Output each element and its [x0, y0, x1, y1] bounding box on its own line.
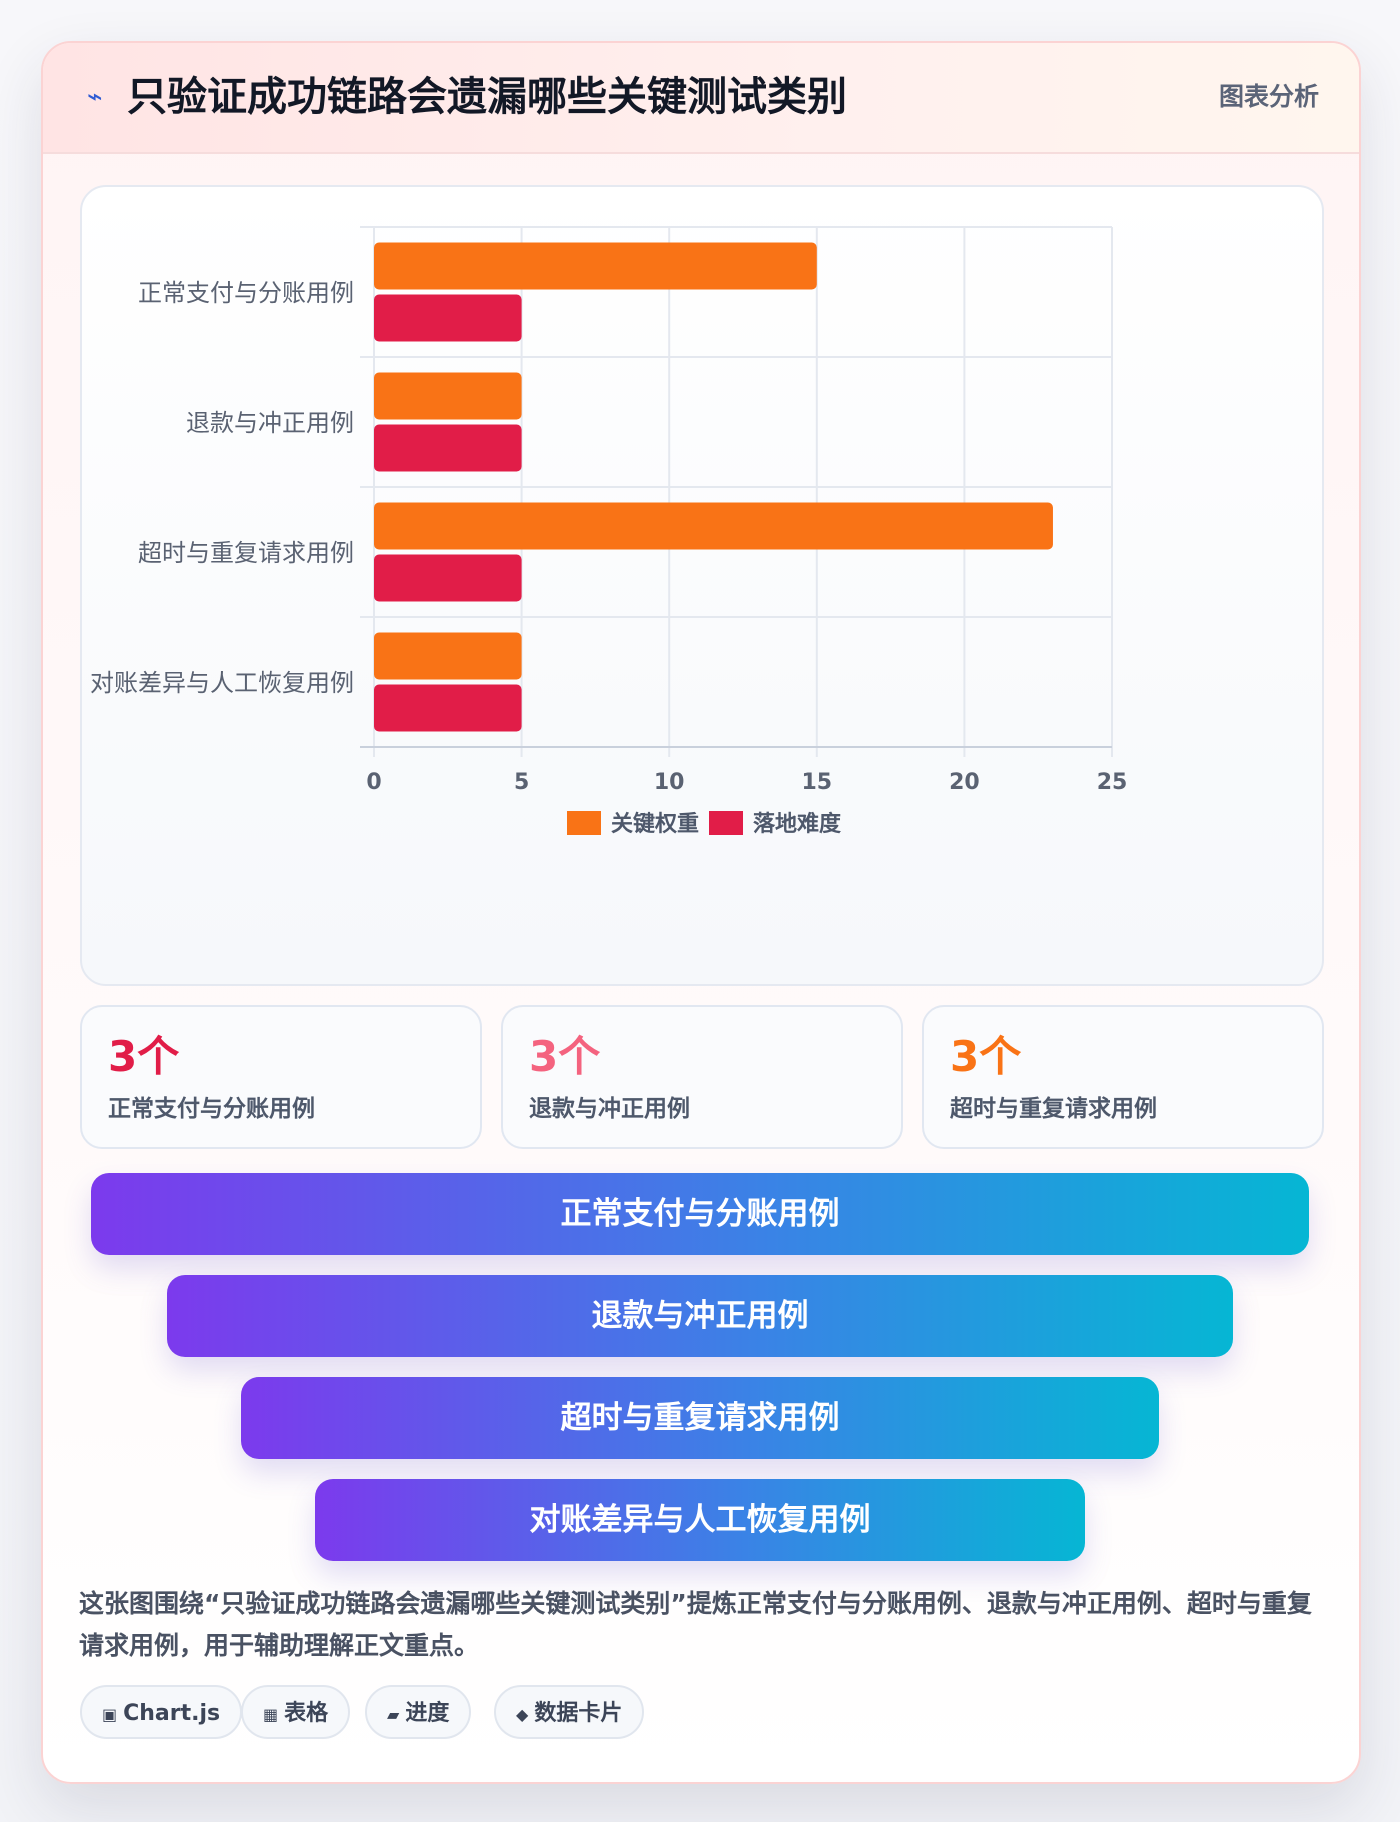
page-title: 只验证成功链路会遗漏哪些关键测试类别: [127, 74, 847, 120]
category-label: 退款与冲正用例: [186, 409, 354, 437]
tag-label: 数据卡片: [534, 1701, 623, 1726]
legend-label: 关键权重: [611, 811, 699, 837]
legend-label: 落地难度: [753, 811, 842, 837]
stat-value: 3个: [529, 1032, 601, 1081]
x-tick-label: 25: [1097, 770, 1128, 795]
table-icon: ▦: [263, 1705, 279, 1724]
stat-value: 3个: [950, 1032, 1022, 1081]
stat-label: 超时与重复请求用例: [950, 1096, 1157, 1122]
x-tick-label: 20: [949, 770, 980, 795]
tag-label: 进度: [405, 1701, 450, 1726]
chip-icon: ▣: [102, 1705, 118, 1724]
diamond-icon: ◆: [516, 1705, 529, 1724]
progress-icon: ▰: [387, 1705, 400, 1724]
bar-weight: [374, 372, 522, 420]
bar-difficulty: [374, 684, 522, 732]
tag-label: 表格: [284, 1701, 329, 1726]
tag-label: Chart.js: [123, 1701, 221, 1726]
bar-difficulty: [374, 294, 522, 342]
chart-card: ⌁ 只验证成功链路会遗漏哪些关键测试类别 图表分析 正常支付与分账用例 退款与冲正…: [41, 41, 1361, 1784]
x-tick-label: 5: [514, 770, 529, 795]
bar-weight: [374, 632, 522, 680]
tag-chartjs[interactable]: ▣ Chart.js: [80, 1685, 243, 1739]
stat-card-1: 3个 正常支付与分账用例: [80, 1005, 482, 1149]
bar-difficulty: [374, 554, 522, 602]
stat-label: 正常支付与分账用例: [108, 1096, 315, 1122]
chart-panel: 正常支付与分账用例退款与冲正用例超时与重复请求用例对账差异与人工恢复用例 0 5 10…: [80, 185, 1324, 986]
tag-table[interactable]: ▦ 表格: [241, 1685, 351, 1739]
x-tick-label: 0: [366, 770, 381, 795]
bar-weight: [374, 242, 817, 290]
funnel-step-1: 正常支付与分账用例: [91, 1173, 1309, 1255]
bar-difficulty: [374, 424, 522, 472]
category-label: 对账差异与人工恢复用例: [90, 669, 354, 697]
funnel-step-4: 对账差异与人工恢复用例: [315, 1479, 1085, 1561]
bar-weight: [374, 502, 1053, 550]
stat-label: 退款与冲正用例: [529, 1096, 690, 1122]
x-tick-label: 15: [801, 770, 832, 795]
legend-swatch: [709, 811, 743, 835]
stat-card-3: 3个 超时与重复请求用例: [922, 1005, 1324, 1149]
stat-card-2: 3个 退款与冲正用例: [501, 1005, 903, 1149]
chart-analysis-badge: 图表分析: [1218, 82, 1319, 111]
funnel-step-2: 退款与冲正用例: [167, 1275, 1233, 1357]
category-label: 正常支付与分账用例: [138, 279, 354, 307]
card-header: ⌁ 只验证成功链路会遗漏哪些关键测试类别 图表分析: [43, 43, 1359, 154]
funnel-step-3: 超时与重复请求用例: [241, 1377, 1159, 1459]
x-tick-label: 10: [654, 770, 685, 795]
lightning-icon: ⌁: [87, 82, 103, 112]
legend-swatch: [567, 811, 601, 835]
category-label: 超时与重复请求用例: [138, 539, 354, 567]
summary-text: 这张图围绕“只验证成功链路会遗漏哪些关键测试类别”提炼正常支付与分账用例、退款与…: [79, 1589, 1312, 1660]
tag-data-card[interactable]: ◆ 数据卡片: [494, 1685, 645, 1739]
tag-progress[interactable]: ▰ 进度: [365, 1685, 472, 1739]
stat-value: 3个: [108, 1032, 180, 1081]
